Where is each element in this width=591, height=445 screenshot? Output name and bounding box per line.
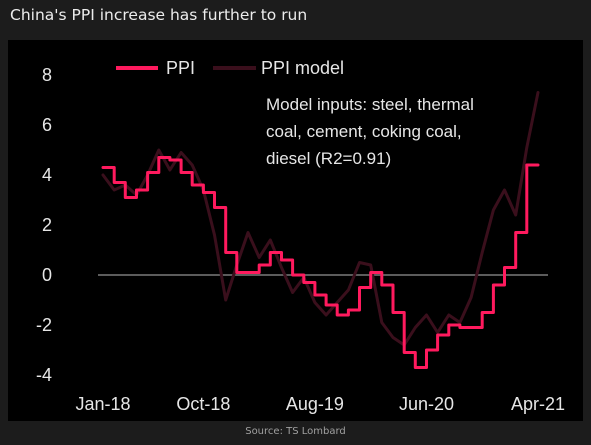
legend-ppi-label: PPI xyxy=(166,58,195,78)
y-tick-label: -4 xyxy=(36,365,52,385)
chart-panel: -4 -2 0 2 4 6 8 Jan-18 Oct-18 Aug-19 Jun-20 Apr-21 P… xyxy=(8,40,583,421)
y-tick-label: 8 xyxy=(42,65,52,85)
y-tick-label: 4 xyxy=(42,165,52,185)
y-tick-label: 0 xyxy=(42,265,52,285)
source-note: Source: TS Lombard xyxy=(245,426,346,437)
page-title: China's PPI increase has further to run xyxy=(10,6,308,24)
annotation-line: coal, cement, coking coal, xyxy=(266,122,462,141)
annotation-line: Model inputs: steel, thermal xyxy=(266,95,474,114)
annotation-line: diesel (R2=0.91) xyxy=(266,149,391,168)
x-tick-label: Oct-18 xyxy=(176,394,230,414)
x-tick-label: Jan-18 xyxy=(75,394,130,414)
x-tick-label: Apr-21 xyxy=(511,394,565,414)
y-tick-label: 6 xyxy=(42,115,52,135)
x-tick-label: Jun-20 xyxy=(399,394,454,414)
y-tick-label: -2 xyxy=(36,315,52,335)
legend-ppi-model-label: PPI model xyxy=(261,58,344,78)
y-tick-label: 2 xyxy=(42,215,52,235)
line-chart: -4 -2 0 2 4 6 8 Jan-18 Oct-18 Aug-19 Jun-20 Apr-21 P… xyxy=(36,58,565,414)
series-ppi-line xyxy=(101,156,540,369)
x-tick-label: Aug-19 xyxy=(286,394,344,414)
